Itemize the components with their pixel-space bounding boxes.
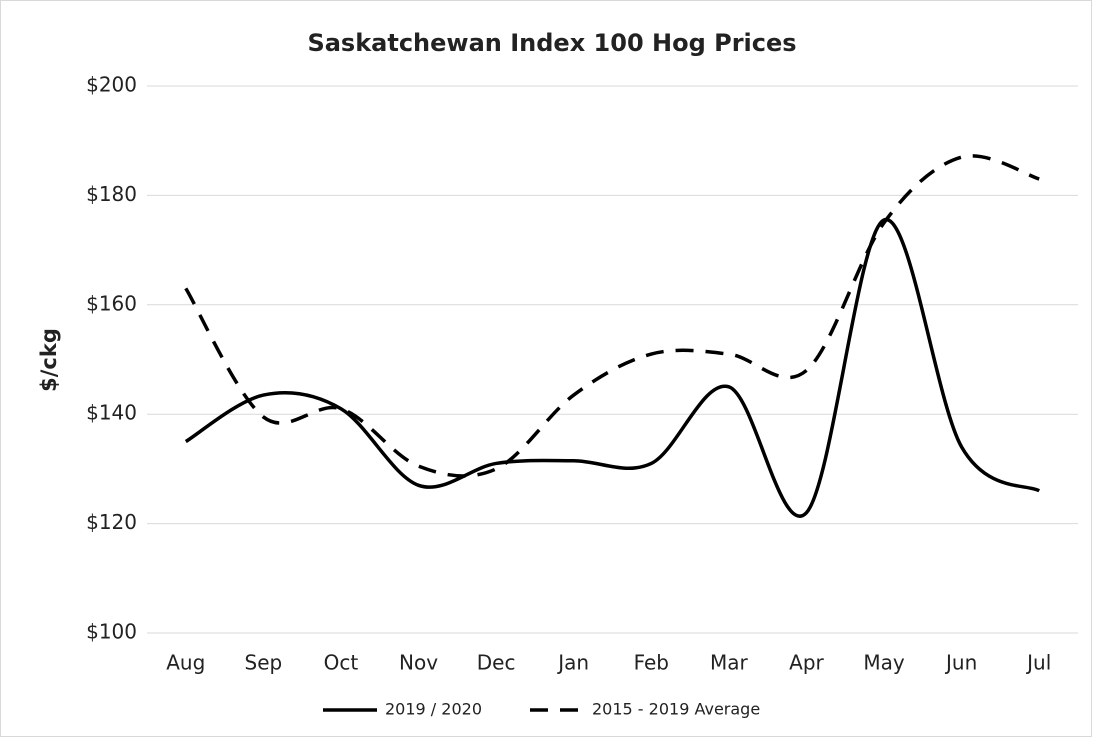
x-tick-label: Sep: [245, 651, 283, 675]
x-tick-label: Mar: [710, 651, 749, 675]
y-tick-label: $180: [86, 182, 137, 206]
y-axis-label: $/ckg: [37, 328, 61, 392]
chart-title: Saskatchewan Index 100 Hog Prices: [307, 29, 796, 57]
x-tick-label: Oct: [324, 651, 359, 675]
y-tick-label: $100: [86, 620, 137, 644]
legend-label: 2015 - 2019 Average: [592, 700, 760, 719]
x-tick-label: Dec: [477, 651, 516, 675]
x-tick-label: Jun: [944, 651, 977, 675]
x-tick-label: Aug: [166, 651, 205, 675]
y-tick-label: $120: [86, 510, 137, 534]
legend-label: 2019 / 2020: [385, 700, 482, 719]
x-tick-label: Feb: [634, 651, 669, 675]
line-series: [184, 154, 1040, 478]
y-tick-label: $200: [86, 73, 137, 97]
x-tick-label: Apr: [789, 651, 824, 675]
y-tick-label: $160: [86, 291, 137, 315]
x-tick-label: Jul: [1025, 651, 1051, 675]
line-series: [184, 218, 1041, 518]
x-tick-label: Jan: [556, 651, 589, 675]
y-tick-label: $140: [86, 401, 137, 425]
x-tick-label: May: [863, 651, 905, 675]
x-tick-label: Nov: [399, 651, 438, 675]
